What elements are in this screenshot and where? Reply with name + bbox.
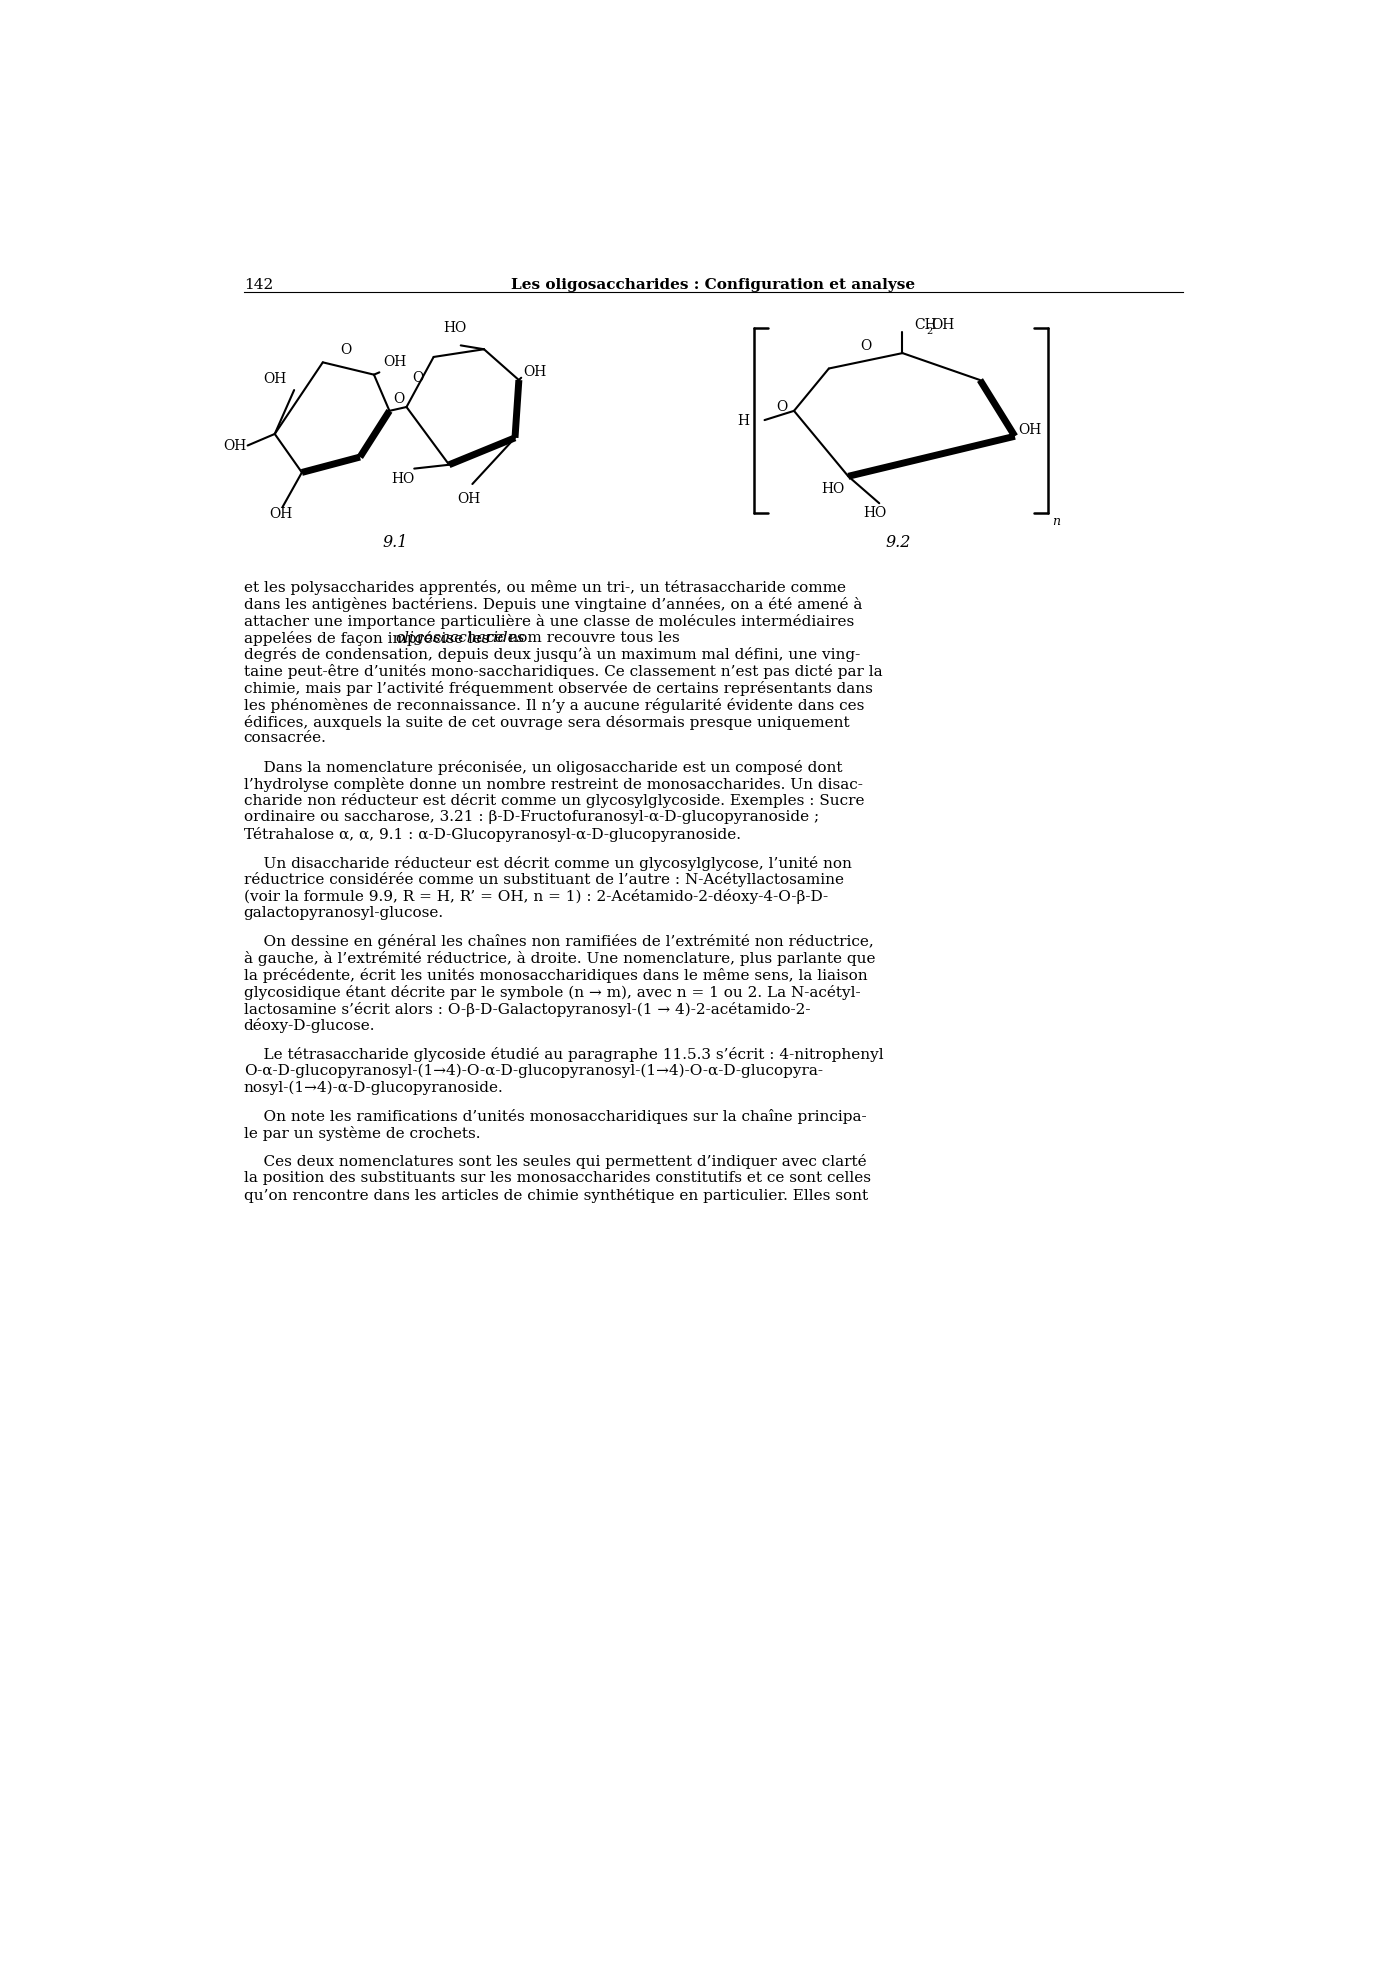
- Text: degrés de condensation, depuis deux jusqu’à un maximum mal défini, une ving-: degrés de condensation, depuis deux jusq…: [244, 647, 860, 663]
- Text: ordinaire ou saccharose, 3.21 : β-D-Fructofuranosyl-α-D-glucopyranoside ;: ordinaire ou saccharose, 3.21 : β-D-Fruc…: [244, 810, 818, 824]
- Text: 9.2: 9.2: [885, 535, 912, 550]
- Text: glycosidique étant décrite par le symbole (n → m), avec n = 1 ou 2. La N-acétyl-: glycosidique étant décrite par le symbol…: [244, 984, 860, 1000]
- Text: O: O: [341, 343, 352, 356]
- Text: O: O: [860, 339, 871, 352]
- Text: lactosamine s’écrit alors : O-β-D-Galactopyranosyl-(1 → 4)-2-acétamido-2-: lactosamine s’écrit alors : O-β-D-Galact…: [244, 1002, 810, 1016]
- Text: Le tétrasaccharide glycoside étudié au paragraphe 11.5.3 s’écrit : 4-nitrophenyl: Le tétrasaccharide glycoside étudié au p…: [244, 1047, 884, 1061]
- Text: On dessine en général les chaînes non ramifiées de l’extrémité non réductrice,: On dessine en général les chaînes non ra…: [244, 935, 874, 950]
- Text: consacrée.: consacrée.: [244, 731, 327, 744]
- Text: Tétrahalose α, α, 9.1 : α-D-Glucopyranosyl-α-D-glucopyranoside.: Tétrahalose α, α, 9.1 : α-D-Glucopyranos…: [244, 828, 741, 842]
- Text: 142: 142: [244, 277, 273, 291]
- Text: Dans la nomenclature préconisée, un oligosaccharide est un composé dont: Dans la nomenclature préconisée, un olig…: [244, 760, 842, 774]
- Text: nosyl-(1→4)-α-D-glucopyranoside.: nosyl-(1→4)-α-D-glucopyranoside.: [244, 1081, 504, 1095]
- Text: HO: HO: [821, 483, 845, 497]
- Text: On note les ramifications d’unités monosaccharidiques sur la chaîne principa-: On note les ramifications d’unités monos…: [244, 1109, 866, 1125]
- Text: OH: OH: [383, 354, 406, 370]
- Text: chimie, mais par l’activité fréquemment observée de certains représentants dans: chimie, mais par l’activité fréquemment …: [244, 681, 873, 695]
- Text: la précédente, écrit les unités monosaccharidiques dans le même sens, la liaison: la précédente, écrit les unités monosacc…: [244, 968, 867, 982]
- Text: OH: OH: [931, 317, 955, 331]
- Text: déoxy-D-glucose.: déoxy-D-glucose.: [244, 1018, 376, 1034]
- Text: à gauche, à l’extrémité réductrice, à droite. Une nomenclature, plus parlante qu: à gauche, à l’extrémité réductrice, à dr…: [244, 950, 876, 966]
- Text: HO: HO: [443, 321, 466, 335]
- Text: (voir la formule 9.9, R = H, R’ = OH, n = 1) : 2-Acétamido-2-déoxy-4-O-β-D-: (voir la formule 9.9, R = H, R’ = OH, n …: [244, 889, 828, 905]
- Text: OH: OH: [263, 372, 287, 386]
- Text: O-α-D-glucopyranosyl-(1→4)-O-α-D-glucopyranosyl-(1→4)-O-α-D-glucopyra-: O-α-D-glucopyranosyl-(1→4)-O-α-D-glucopy…: [244, 1063, 823, 1077]
- Text: OH: OH: [1019, 424, 1043, 438]
- Text: les phénomènes de reconnaissance. Il n’y a aucune régularité évidente dans ces: les phénomènes de reconnaissance. Il n’y…: [244, 697, 864, 713]
- Text: Les oligosaccharides : Configuration et analyse: Les oligosaccharides : Configuration et …: [511, 277, 916, 291]
- Text: galactopyranosyl-glucose.: galactopyranosyl-glucose.: [244, 907, 444, 921]
- Text: édifices, auxquels la suite de cet ouvrage sera désormais presque uniquement: édifices, auxquels la suite de cet ouvra…: [244, 715, 849, 729]
- Text: Un disaccharide réducteur est décrit comme un glycosylglycose, l’unité non: Un disaccharide réducteur est décrit com…: [244, 855, 852, 871]
- Text: dans les antigènes bactériens. Depuis une vingtaine d’années, on a été amené à: dans les antigènes bactériens. Depuis un…: [244, 598, 862, 612]
- Text: : ce nom recouvre tous les: : ce nom recouvre tous les: [472, 630, 681, 645]
- Text: O: O: [412, 370, 423, 384]
- Text: qu’on rencontre dans les articles de chimie synthétique en particulier. Elles so: qu’on rencontre dans les articles de chi…: [244, 1188, 867, 1204]
- Text: réductrice considérée comme un substituant de l’autre : N-Acétyllactosamine: réductrice considérée comme un substitua…: [244, 873, 844, 887]
- Text: O: O: [777, 400, 788, 414]
- Text: HO: HO: [391, 473, 415, 487]
- Text: charide non réducteur est décrit comme un glycosylglycoside. Exemples : Sucre: charide non réducteur est décrit comme u…: [244, 794, 864, 808]
- Text: OH: OH: [457, 491, 480, 505]
- Text: appelées de façon imprécise les: appelées de façon imprécise les: [244, 630, 494, 645]
- Text: CH: CH: [915, 317, 937, 331]
- Text: et les polysaccharides apprentés, ou même un tri-, un tétrasaccharide comme: et les polysaccharides apprentés, ou mêm…: [244, 580, 846, 596]
- Text: la position des substituants sur les monosaccharides constitutifs et ce sont cel: la position des substituants sur les mon…: [244, 1170, 871, 1186]
- Text: OH: OH: [523, 366, 546, 380]
- Text: le par un système de crochets.: le par un système de crochets.: [244, 1127, 480, 1140]
- Text: l’hydrolyse complète donne un nombre restreint de monosaccharides. Un disac-: l’hydrolyse complète donne un nombre res…: [244, 776, 863, 792]
- Text: oligosaccharides: oligosaccharides: [395, 630, 525, 645]
- Text: 9.1: 9.1: [383, 535, 408, 550]
- Text: attacher une importance particulière à une classe de molécules intermédiaires: attacher une importance particulière à u…: [244, 614, 855, 630]
- Text: taine peut-être d’unités mono-saccharidiques. Ce classement n’est pas dicté par : taine peut-être d’unités mono-saccharidi…: [244, 663, 883, 679]
- Text: 2: 2: [927, 327, 933, 337]
- Text: OH: OH: [223, 438, 246, 453]
- Text: Ces deux nomenclatures sont les seules qui permettent d’indiquer avec clarté: Ces deux nomenclatures sont les seules q…: [244, 1154, 866, 1170]
- Text: O: O: [393, 392, 404, 406]
- Text: H: H: [736, 414, 749, 428]
- Text: n: n: [1052, 515, 1061, 529]
- Text: HO: HO: [864, 505, 887, 519]
- Text: OH: OH: [269, 507, 292, 521]
